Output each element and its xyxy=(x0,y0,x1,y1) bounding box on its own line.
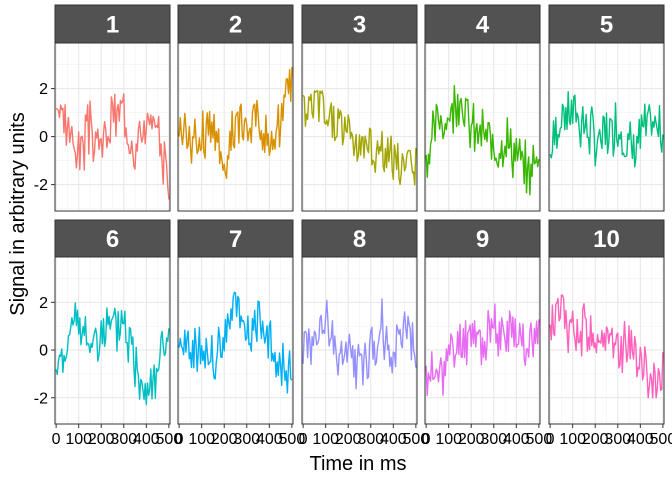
panel-border xyxy=(424,256,541,425)
x-tick-label: 400 xyxy=(380,431,407,448)
x-tick-label: 0 xyxy=(52,431,61,448)
x-tick-label: 300 xyxy=(233,431,260,448)
x-tick-label: 0 xyxy=(175,431,184,448)
x-tick-label: 200 xyxy=(582,431,609,448)
panel-border xyxy=(177,256,294,425)
facet-panel-4: 4 xyxy=(424,4,541,212)
x-axis-title: Time in ms xyxy=(309,453,406,475)
x-tick-label: 400 xyxy=(503,431,530,448)
facet-panel-10: 10 xyxy=(548,219,665,425)
facet-strip-label: 3 xyxy=(353,12,366,39)
facet-panel-6: 6 xyxy=(54,219,171,425)
facet-panel-3: 3 xyxy=(301,4,418,212)
y-axis: -2 0 2 -2 0 2 xyxy=(34,81,55,407)
facet-strip-label: 1 xyxy=(106,12,119,39)
series-line-2 xyxy=(178,66,293,180)
panel-border xyxy=(548,256,665,425)
facet-strip xyxy=(177,219,294,258)
x-tick-label: 100 xyxy=(435,431,462,448)
x-tick-label: 100 xyxy=(188,431,215,448)
facet-panel-1: 1 xyxy=(54,4,171,212)
panel-border xyxy=(301,42,418,212)
x-tick-label: 400 xyxy=(627,431,654,448)
series-line-6 xyxy=(55,302,170,406)
x-tick-label: 500 xyxy=(156,431,183,448)
panel-border xyxy=(54,256,171,425)
facet-panel-8: 8 xyxy=(301,219,418,425)
x-tick-label: 200 xyxy=(211,431,238,448)
facet-strip xyxy=(424,219,541,258)
y-tick-label: 0 xyxy=(39,129,48,146)
panel-border xyxy=(548,42,665,212)
facet-strip-label: 6 xyxy=(106,226,119,253)
facet-panel-5: 5 xyxy=(548,4,665,212)
facet-panel-9: 9 xyxy=(424,219,541,425)
facet-strip-label: 7 xyxy=(229,226,242,253)
y-tick-label: 0 xyxy=(39,343,48,360)
facet-panel-7: 7 xyxy=(177,219,294,425)
series-line-10 xyxy=(549,294,664,399)
facet-strip-label: 2 xyxy=(229,12,242,39)
x-tick-label: 100 xyxy=(65,431,92,448)
facet-strip xyxy=(424,4,541,44)
facet-strip xyxy=(54,4,171,44)
facet-strip-label: 9 xyxy=(476,226,489,253)
facet-strip xyxy=(54,219,171,258)
facet-strip-label: 8 xyxy=(353,226,366,253)
facet-strip-label: 5 xyxy=(600,12,613,39)
panel-border xyxy=(54,42,171,212)
x-tick-label: 200 xyxy=(88,431,115,448)
x-tick-label: 100 xyxy=(312,431,339,448)
panel-border xyxy=(177,42,294,212)
x-tick-label: 300 xyxy=(480,431,507,448)
series-line-1 xyxy=(55,93,170,200)
series-line-7 xyxy=(178,291,293,394)
x-tick-label: 0 xyxy=(546,431,555,448)
series-line-9 xyxy=(425,303,540,397)
x-tick-label: 200 xyxy=(458,431,485,448)
x-tick-label: 300 xyxy=(110,431,137,448)
series-line-8 xyxy=(302,298,417,390)
y-axis-title: Signal in arbitrary units xyxy=(7,112,29,315)
y-tick-label: -2 xyxy=(34,390,48,407)
facet-panels: 1 2 3 4 5 6 7 8 9 10 xyxy=(54,4,665,425)
x-tick-label: 500 xyxy=(650,431,672,448)
facet-strip-label: 10 xyxy=(593,226,620,253)
x-tick-label: 100 xyxy=(559,431,586,448)
x-tick-label: 500 xyxy=(279,431,306,448)
y-tick-label: -2 xyxy=(34,177,48,194)
facet-strip xyxy=(177,4,294,44)
x-tick-label: 500 xyxy=(526,431,553,448)
series-line-3 xyxy=(302,90,417,186)
facet-strip xyxy=(548,4,665,44)
x-tick-label: 0 xyxy=(299,431,308,448)
panel-border xyxy=(301,256,418,425)
panel-border xyxy=(424,42,541,212)
series-line-5 xyxy=(549,91,664,168)
facet-panel-2: 2 xyxy=(177,4,294,212)
x-tick-label: 200 xyxy=(335,431,362,448)
series-line-4 xyxy=(425,84,540,196)
x-tick-label: 400 xyxy=(133,431,160,448)
x-tick-label: 300 xyxy=(604,431,631,448)
x-tick-label: 400 xyxy=(256,431,283,448)
facet-strip-label: 4 xyxy=(476,12,490,39)
y-tick-label: 2 xyxy=(39,81,48,98)
x-tick-label: 0 xyxy=(422,431,431,448)
x-tick-label: 500 xyxy=(403,431,430,448)
facet-strip xyxy=(301,4,418,44)
facet-strip xyxy=(301,219,418,258)
y-tick-label: 2 xyxy=(39,295,48,312)
x-tick-label: 300 xyxy=(357,431,384,448)
